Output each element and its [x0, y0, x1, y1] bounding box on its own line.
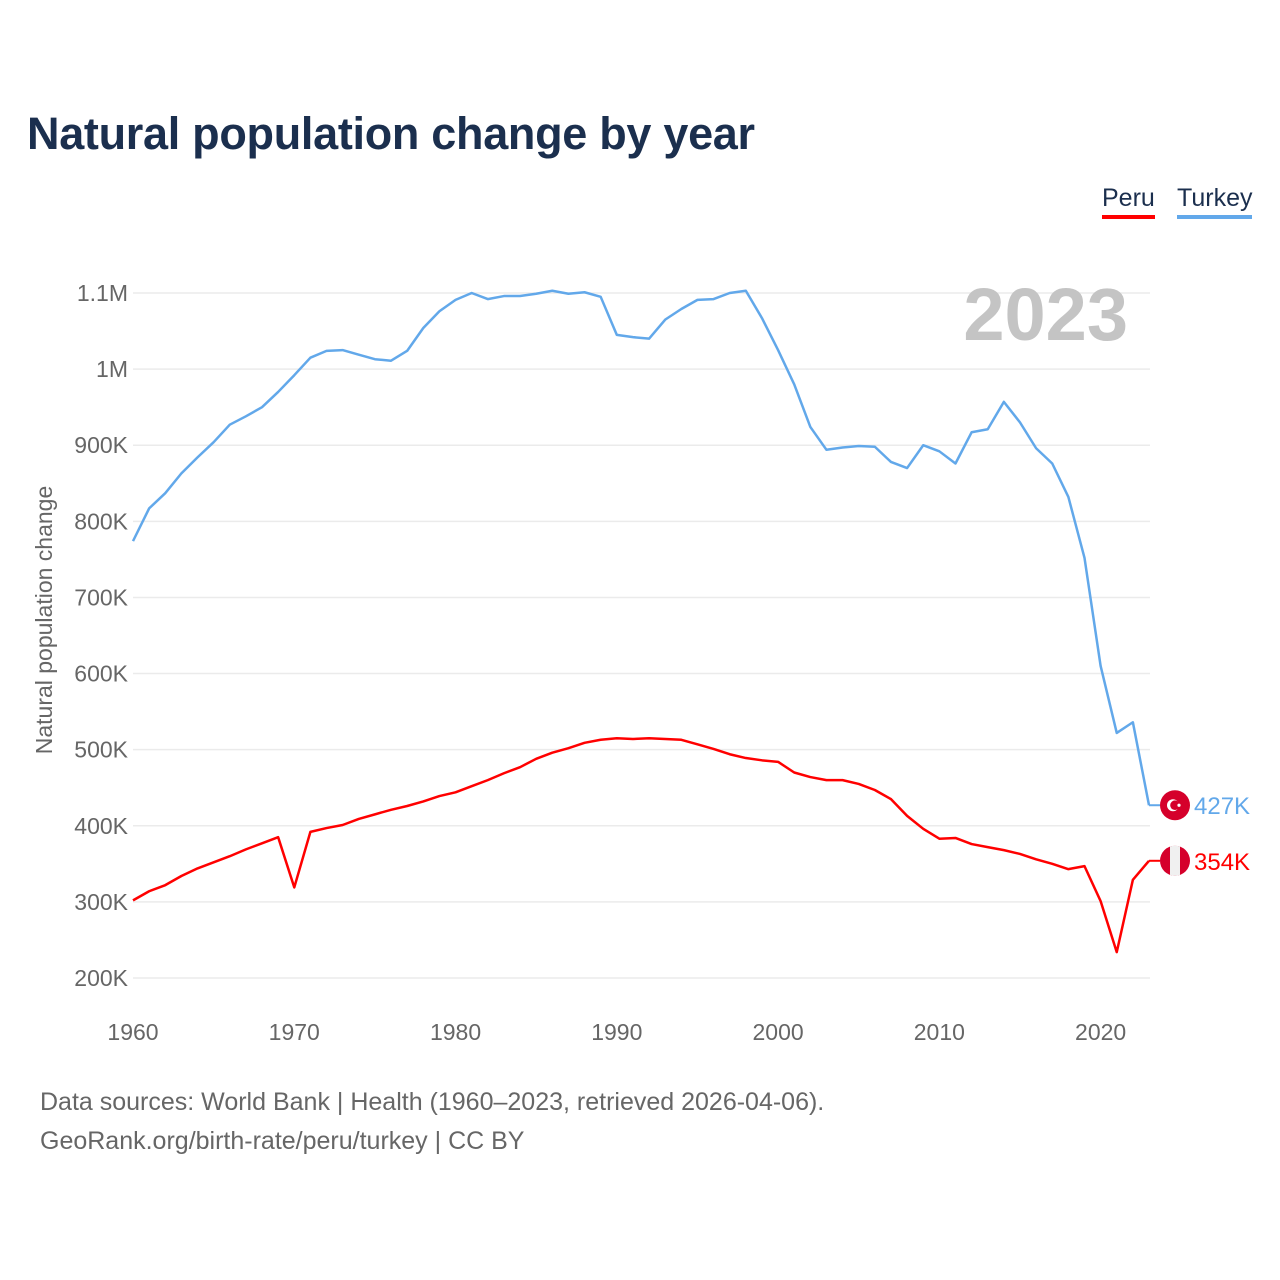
- x-tick-label: 1990: [591, 1019, 642, 1045]
- x-tick-label: 2010: [914, 1019, 965, 1045]
- y-tick-label: 400K: [74, 813, 128, 839]
- footer-link[interactable]: GeoRank.org/birth-rate/peru/turkey | CC …: [40, 1127, 525, 1155]
- series-lines: [131, 289, 1151, 954]
- y-tick-label: 500K: [74, 737, 128, 763]
- x-tick-labels: 1960 1970 1980 1990 2000 2010 2020: [107, 1019, 1126, 1045]
- y-axis-label: Natural population change: [31, 486, 57, 755]
- turkey-flag-icon: [1160, 790, 1190, 821]
- chart-title: Natural population change by year: [27, 108, 755, 159]
- legend-turkey[interactable]: Turkey: [1177, 184, 1253, 219]
- y-tick-label: 800K: [74, 508, 128, 534]
- y-tick-label: 900K: [74, 432, 128, 458]
- x-tick-label: 1980: [430, 1019, 481, 1045]
- end-label-turkey: 427K: [1194, 793, 1250, 820]
- legend-peru[interactable]: Peru: [1102, 184, 1155, 219]
- end-labels: 354K 427K: [1149, 790, 1250, 876]
- y-tick-label: 1.1M: [77, 280, 128, 306]
- x-tick-label: 1970: [269, 1019, 320, 1045]
- x-tick-label: 1960: [107, 1019, 158, 1045]
- y-tick-label: 1M: [96, 356, 128, 382]
- end-label-peru: 354K: [1194, 849, 1250, 876]
- series-line-peru: [132, 737, 1150, 954]
- year-watermark: 2023: [963, 273, 1128, 356]
- y-tick-labels: 200K 300K 400K 500K 600K 700K 800K 900K 1M 1.1M: [74, 280, 128, 991]
- y-tick-label: 600K: [74, 661, 128, 687]
- y-tick-label: 300K: [74, 889, 128, 915]
- peru-flag-icon: [1160, 845, 1190, 876]
- footer-source: Data sources: World Bank | Health (1960–…: [40, 1088, 825, 1116]
- x-tick-label: 2000: [752, 1019, 803, 1045]
- y-tick-label: 200K: [74, 965, 128, 991]
- gridlines: [133, 292, 1150, 979]
- y-tick-label: 700K: [74, 584, 128, 610]
- series-line-turkey: [131, 289, 1151, 806]
- x-tick-label: 2020: [1075, 1019, 1126, 1045]
